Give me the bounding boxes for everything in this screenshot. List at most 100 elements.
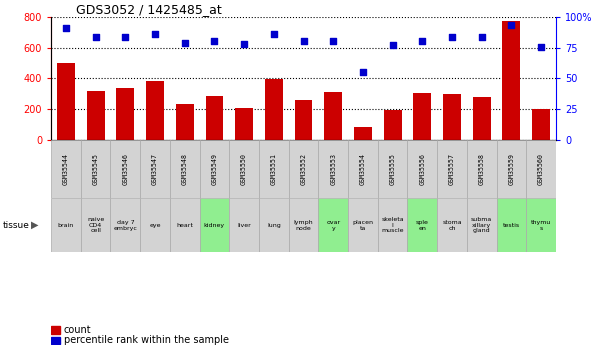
- Bar: [407, 140, 437, 198]
- Text: count: count: [64, 325, 91, 335]
- Text: GSM35547: GSM35547: [152, 153, 158, 185]
- Text: sple
en: sple en: [416, 220, 429, 230]
- Point: [507, 22, 516, 27]
- Bar: [235, 108, 253, 140]
- Text: GSM35549: GSM35549: [212, 153, 218, 185]
- Bar: [496, 198, 526, 252]
- Bar: [111, 140, 140, 198]
- Bar: [259, 198, 288, 252]
- Bar: [200, 140, 229, 198]
- Point: [447, 34, 457, 40]
- Text: subma
xillary
gland: subma xillary gland: [471, 217, 492, 234]
- Bar: [51, 140, 81, 198]
- Text: GSM35556: GSM35556: [419, 153, 426, 185]
- Point: [61, 26, 71, 31]
- Bar: [57, 63, 75, 140]
- Bar: [348, 140, 378, 198]
- Text: day 7
embryc: day 7 embryc: [114, 220, 137, 230]
- Bar: [319, 198, 348, 252]
- Text: GSM35548: GSM35548: [182, 153, 188, 185]
- Point: [358, 70, 368, 75]
- Bar: [288, 198, 319, 252]
- Bar: [467, 140, 496, 198]
- Point: [180, 40, 189, 46]
- Bar: [87, 91, 105, 140]
- Bar: [51, 326, 60, 334]
- Point: [91, 34, 100, 40]
- Bar: [81, 140, 111, 198]
- Bar: [378, 140, 407, 198]
- Bar: [443, 94, 461, 140]
- Text: liver: liver: [237, 223, 251, 228]
- Text: lung: lung: [267, 223, 281, 228]
- Bar: [170, 140, 200, 198]
- Bar: [176, 104, 194, 140]
- Bar: [111, 198, 140, 252]
- Point: [328, 38, 338, 43]
- Bar: [383, 110, 401, 140]
- Bar: [467, 198, 496, 252]
- Text: GSM35545: GSM35545: [93, 153, 99, 185]
- Bar: [229, 140, 259, 198]
- Text: kidney: kidney: [204, 223, 225, 228]
- Text: GSM35559: GSM35559: [508, 153, 514, 185]
- Bar: [265, 79, 282, 140]
- Bar: [117, 88, 134, 140]
- Bar: [437, 198, 467, 252]
- Point: [269, 32, 279, 37]
- Text: percentile rank within the sample: percentile rank within the sample: [64, 335, 229, 345]
- Text: ovar
y: ovar y: [326, 220, 340, 230]
- Bar: [325, 91, 342, 140]
- Text: GSM35554: GSM35554: [360, 153, 366, 185]
- Bar: [532, 109, 550, 140]
- Text: placen
ta: placen ta: [352, 220, 373, 230]
- Bar: [146, 81, 164, 140]
- Bar: [140, 140, 170, 198]
- Text: GSM35546: GSM35546: [123, 153, 129, 185]
- Text: GSM35558: GSM35558: [478, 153, 484, 185]
- Bar: [526, 140, 556, 198]
- Bar: [473, 97, 490, 140]
- Bar: [229, 198, 259, 252]
- Point: [418, 38, 427, 43]
- Text: naive
CD4
cell: naive CD4 cell: [87, 217, 104, 234]
- Bar: [502, 21, 520, 140]
- Bar: [526, 198, 556, 252]
- Text: ▶: ▶: [31, 220, 38, 230]
- Bar: [288, 140, 319, 198]
- Text: GSM35551: GSM35551: [271, 153, 277, 185]
- Point: [388, 43, 397, 48]
- Bar: [413, 92, 431, 140]
- Bar: [51, 198, 81, 252]
- Bar: [378, 198, 407, 252]
- Bar: [348, 198, 378, 252]
- Text: GSM35552: GSM35552: [300, 153, 307, 185]
- Bar: [140, 198, 170, 252]
- Text: GSM35555: GSM35555: [389, 153, 395, 185]
- Text: heart: heart: [176, 223, 193, 228]
- Bar: [259, 140, 288, 198]
- Text: GSM35550: GSM35550: [241, 153, 247, 185]
- Bar: [170, 198, 200, 252]
- Text: GSM35553: GSM35553: [330, 153, 336, 185]
- Text: thymu
s: thymu s: [531, 220, 551, 230]
- Text: GSM35560: GSM35560: [538, 153, 544, 185]
- Text: skeleta
l
muscle: skeleta l muscle: [381, 217, 404, 234]
- Point: [477, 34, 486, 40]
- Bar: [496, 140, 526, 198]
- Text: brain: brain: [58, 223, 74, 228]
- Bar: [437, 140, 467, 198]
- Point: [121, 34, 130, 40]
- Text: eye: eye: [149, 223, 161, 228]
- Bar: [407, 198, 437, 252]
- Bar: [354, 127, 372, 140]
- Point: [150, 32, 160, 37]
- Text: stoma
ch: stoma ch: [442, 220, 462, 230]
- Point: [299, 38, 308, 43]
- Text: lymph
node: lymph node: [294, 220, 313, 230]
- Bar: [81, 198, 111, 252]
- Text: testis: testis: [503, 223, 520, 228]
- Text: GDS3052 / 1425485_at: GDS3052 / 1425485_at: [76, 3, 222, 16]
- Point: [239, 41, 249, 47]
- Point: [536, 44, 546, 49]
